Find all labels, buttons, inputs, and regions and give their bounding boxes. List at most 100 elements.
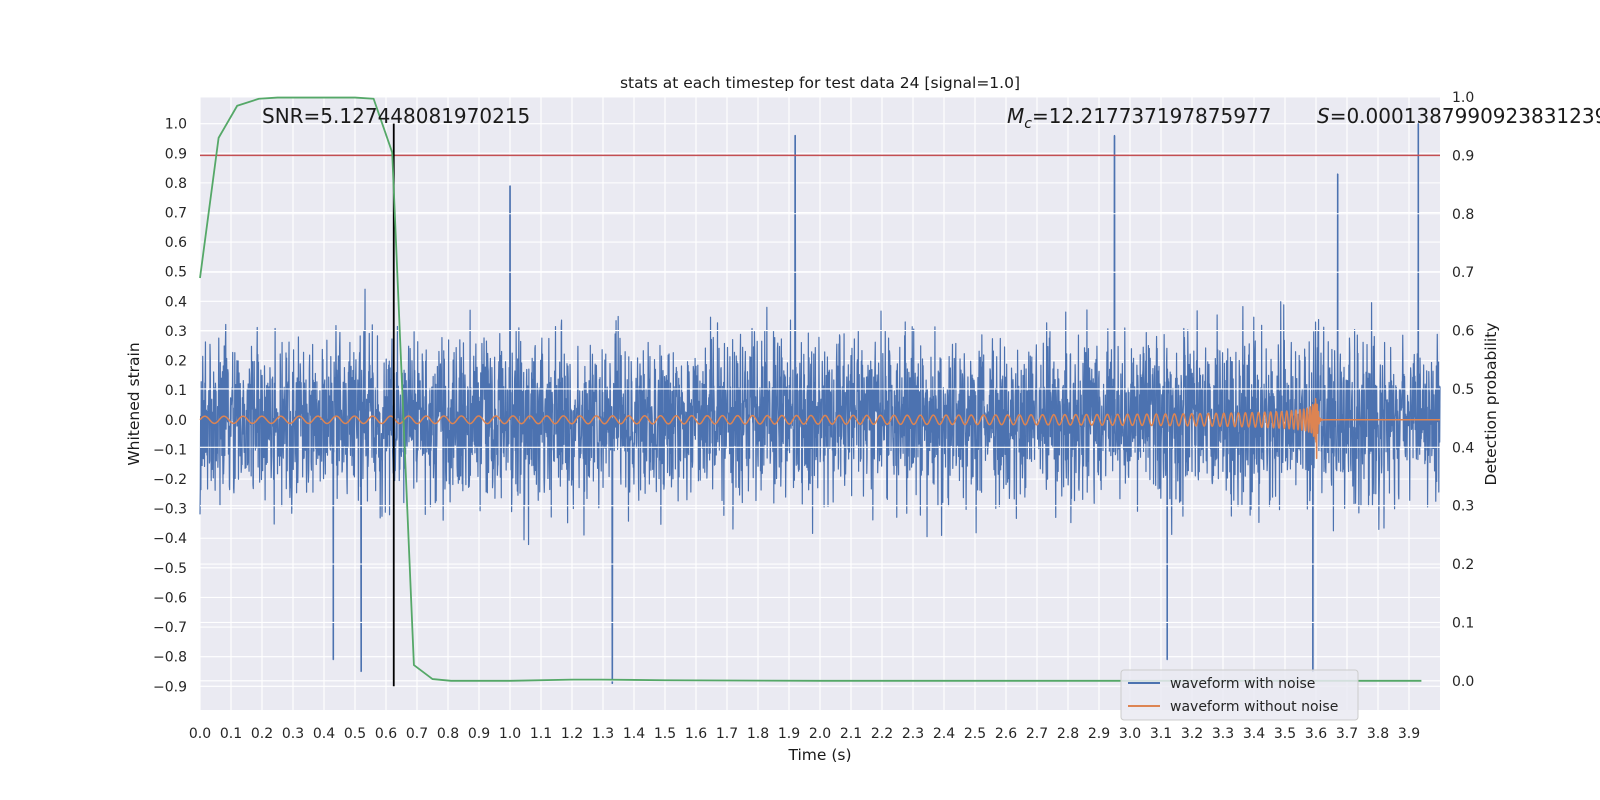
y-right-tick-label: 0.2 [1452, 557, 1474, 573]
y-axis-label: Whitened strain [125, 342, 143, 465]
y-right-axis-label: Detection probability [1482, 323, 1500, 486]
y-right-tick-label: 0.0 [1452, 674, 1474, 690]
y-tick-label: −0.6 [153, 590, 187, 606]
x-tick-labels: 0.0 0.1 0.2 0.3 0.4 0.5 0.6 0.7 0.8 0.9 1.0 1.1 1.2 1… [189, 726, 1420, 742]
y-tick-label: 0.5 [165, 265, 187, 281]
x-tick-label: 3.0 [1119, 726, 1141, 742]
y-right-tick-label: 0.7 [1452, 265, 1474, 281]
x-tick-label: 0.9 [468, 726, 490, 742]
y-right-tick-label: 0.4 [1452, 440, 1474, 456]
y-right-tick-label: 0.3 [1452, 499, 1474, 515]
x-tick-label: 2.6 [995, 726, 1017, 742]
chirp-mass-annotation: Mc=12.217737197875977 [1007, 104, 1271, 132]
legend-box [1120, 669, 1359, 721]
y-right-tick-label: 0.1 [1452, 615, 1474, 631]
x-tick-label: 2.5 [964, 726, 986, 742]
y-right-tick-label: 0.9 [1452, 148, 1474, 164]
detection-probability-line [199, 96, 1422, 682]
y-right-tick-label: 0.6 [1452, 324, 1474, 340]
y-tick-label: −0.4 [153, 531, 187, 547]
x-tick-label: 0.1 [220, 726, 242, 742]
x-tick-label: 1.3 [592, 726, 614, 742]
clean-waveform-line [199, 397, 1441, 460]
y-tick-label: −0.5 [153, 561, 187, 577]
x-axis-label: Time (s) [787, 746, 851, 764]
x-tick-label: 3.1 [1150, 726, 1172, 742]
x-tick-label: 1.6 [685, 726, 707, 742]
x-tick-label: 3.7 [1336, 726, 1358, 742]
y-tick-label: 0.0 [165, 413, 187, 429]
detection-probability-series [199, 96, 1422, 682]
y-tick-label: 0.6 [165, 235, 187, 251]
s-symbol: S [1317, 104, 1330, 128]
x-tick-label: 1.2 [561, 726, 583, 742]
x-tick-label: 2.1 [840, 726, 862, 742]
y-tick-label: 0.9 [165, 146, 187, 162]
y-tick-label: −0.8 [153, 650, 187, 666]
x-tick-label: 1.1 [530, 726, 552, 742]
right-axis-grid [200, 96, 1440, 682]
chart-title: stats at each timestep for test data 24 … [620, 74, 1020, 92]
x-tick-label: 0.0 [189, 726, 211, 742]
chirp-mass-subscript: c [1024, 116, 1032, 132]
x-tick-label: 3.2 [1181, 726, 1203, 742]
snr-annotation: SNR=5.127448081970215 [262, 104, 530, 128]
legend: waveform with noise waveform without noi… [1120, 669, 1359, 721]
s-value: =0.00013879909238312394 [1330, 104, 1600, 128]
x-tick-label: 3.9 [1398, 726, 1420, 742]
y-tick-label: −0.3 [153, 502, 187, 518]
y-tick-label: 1.0 [165, 117, 187, 133]
x-tick-label: 2.9 [1088, 726, 1110, 742]
noisy-waveform-line [199, 123, 1441, 684]
x-tick-label: 1.4 [623, 726, 645, 742]
x-tick-label: 1.9 [778, 726, 800, 742]
clean-waveform-series [199, 397, 1441, 460]
x-tick-label: 0.8 [437, 726, 459, 742]
legend-label-clean: waveform without noise [1170, 699, 1338, 715]
s-annotation: S=0.00013879909238312394 [1317, 104, 1600, 128]
x-tick-label: 2.0 [809, 726, 831, 742]
x-tick-label: 3.3 [1212, 726, 1234, 742]
x-tick-label: 3.5 [1274, 726, 1296, 742]
y-tick-label: −0.7 [153, 620, 187, 636]
x-tick-label: 2.8 [1057, 726, 1079, 742]
y-tick-label: 0.8 [165, 176, 187, 192]
y-tick-label: 0.7 [165, 205, 187, 221]
x-tick-label: 3.8 [1367, 726, 1389, 742]
y-tick-label: −0.9 [153, 679, 187, 695]
y-right-tick-label: 1.0 [1452, 90, 1474, 106]
y-tick-label: 0.1 [165, 383, 187, 399]
chirp-mass-value: =12.217737197875977 [1032, 104, 1271, 128]
x-tick-label: 2.4 [933, 726, 955, 742]
x-tick-label: 3.4 [1243, 726, 1265, 742]
x-tick-label: 0.7 [406, 726, 428, 742]
x-tick-label: 0.6 [375, 726, 397, 742]
x-tick-label: 3.6 [1305, 726, 1327, 742]
legend-label-noisy: waveform with noise [1170, 676, 1315, 692]
y-tick-label: −0.1 [153, 442, 187, 458]
x-tick-label: 0.3 [282, 726, 304, 742]
x-tick-label: 1.0 [499, 726, 521, 742]
x-tick-label: 1.5 [654, 726, 676, 742]
y-tick-label: 0.4 [165, 294, 187, 310]
x-tick-label: 2.3 [902, 726, 924, 742]
x-tick-label: 0.2 [251, 726, 273, 742]
x-tick-label: 1.7 [716, 726, 738, 742]
y-right-tick-label: 0.8 [1452, 207, 1474, 223]
y-right-tick-label: 0.5 [1452, 382, 1474, 398]
y-tick-label: 0.3 [165, 324, 187, 340]
y-tick-label: 0.2 [165, 354, 187, 370]
chirp-mass-symbol: M [1007, 104, 1024, 128]
x-tick-label: 0.4 [313, 726, 335, 742]
x-tick-label: 2.7 [1026, 726, 1048, 742]
x-tick-label: 1.8 [747, 726, 769, 742]
reference-lines [200, 123, 1440, 687]
y-tick-label: −0.2 [153, 472, 187, 488]
y-right-tick-labels: 1.0 0.9 0.8 0.7 0.6 0.5 0.4 0.3 0.2 0.1 0.0 [1452, 90, 1474, 690]
y-tick-labels: 1.0 0.9 0.8 0.7 0.6 0.5 0.4 0.3 0.2 0.1 0.0 −0.1 −0.… [153, 117, 187, 696]
x-tick-label: 0.5 [344, 726, 366, 742]
x-tick-label: 2.2 [871, 726, 893, 742]
noisy-waveform-series [199, 123, 1441, 684]
